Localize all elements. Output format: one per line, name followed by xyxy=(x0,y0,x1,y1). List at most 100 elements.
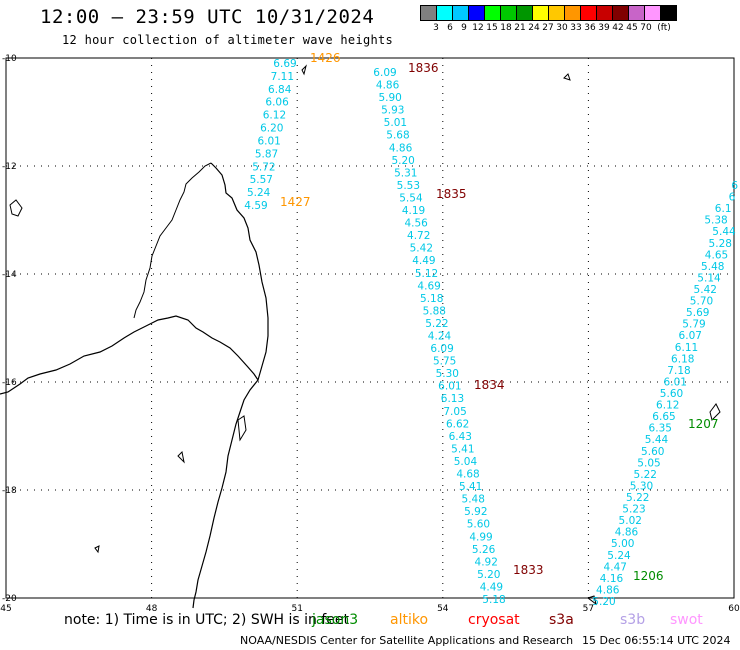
wave-height-value: 6.84 xyxy=(268,84,292,96)
wave-height-value: 5.48 xyxy=(701,261,724,273)
wave-height-value: 5.44 xyxy=(645,434,669,446)
pass-time-label: 1207 xyxy=(688,417,719,431)
wave-height-value: 6.13 xyxy=(441,393,464,405)
wave-height-value: 6.65 xyxy=(652,411,675,423)
wave-height-value: 5.60 xyxy=(641,446,664,458)
wave-height-value: 5.24 xyxy=(607,550,631,562)
wave-height-value: 4.68 xyxy=(456,469,479,481)
wave-height-value: 5.23 xyxy=(622,504,645,516)
satellite-legend-s3b: s3b xyxy=(620,612,646,628)
color-scale-unit: (ft) xyxy=(657,23,671,33)
wave-height-value: 6.09 xyxy=(373,67,396,79)
small-island xyxy=(301,64,307,76)
footer-credit: NOAA/NESDIS Center for Satellite Applica… xyxy=(240,634,574,647)
wave-height-value: 6 xyxy=(731,180,738,192)
wave-height-value: 6.12 xyxy=(656,400,679,412)
wave-height-value: 5.20 xyxy=(592,596,615,608)
wave-height-value: 5.70 xyxy=(690,296,713,308)
wave-height-value: 5.72 xyxy=(252,161,275,173)
wave-height-value: 4.49 xyxy=(412,255,435,267)
wave-height-value: 5.87 xyxy=(255,148,278,160)
color-scale-label: 39 xyxy=(598,23,610,33)
wave-height-value: 5.79 xyxy=(682,319,705,331)
wave-height-value: 6.06 xyxy=(265,97,289,109)
pass-time-label: 1426 xyxy=(310,51,341,65)
wave-height-value: 5.53 xyxy=(397,180,420,192)
color-scale-label: 21 xyxy=(514,23,526,33)
satellite-legend-swot: swot xyxy=(670,612,703,628)
wave-height-value: 6 xyxy=(729,192,736,204)
color-scale-label: 12 xyxy=(472,23,484,33)
small-island xyxy=(177,450,185,464)
longitude-tick-label: 54 xyxy=(437,604,449,614)
wave-height-value: 7.05 xyxy=(443,406,466,418)
wave-height-value: 5.14 xyxy=(697,272,721,284)
coastline xyxy=(0,64,721,609)
wave-height-value: 6.01 xyxy=(257,135,280,147)
wave-height-value: 4.86 xyxy=(376,80,400,92)
wave-height-value: 4.24 xyxy=(428,331,452,343)
page-title: 12:00 – 23:59 UTC 10/31/2024 xyxy=(40,6,375,28)
wave-height-value: 5.22 xyxy=(626,492,649,504)
wave-height-value: 6.35 xyxy=(649,423,672,435)
latitude-tick-label: -20 xyxy=(2,594,17,604)
wave-height-value: 4.86 xyxy=(615,527,639,539)
wave-height-value: 4.47 xyxy=(604,561,627,573)
wave-height-value: 5.68 xyxy=(386,130,409,142)
pass-time-label: 1206 xyxy=(633,569,664,583)
note-text: note: 1) Time is in UTC; 2) SWH is in fe… xyxy=(64,612,350,628)
wave-height-value: 7.11 xyxy=(271,71,294,83)
color-scale-label: 70 xyxy=(640,23,652,33)
map-grid xyxy=(5,57,735,599)
wave-height-value: 4.72 xyxy=(407,230,430,242)
wave-height-value: 5.26 xyxy=(472,544,496,556)
wave-height-value: 4.16 xyxy=(600,573,624,585)
wave-height-value: 4.86 xyxy=(596,584,620,596)
small-island xyxy=(586,595,597,606)
color-scale-label: 9 xyxy=(461,23,467,33)
altimeter-tracks: 6.697.116.846.066.126.206.015.875.725.57… xyxy=(244,51,738,608)
color-scale-label: 45 xyxy=(626,23,638,33)
wave-height-value: 5.04 xyxy=(454,456,478,468)
page-subtitle: 12 hour collection of altimeter wave hei… xyxy=(62,33,394,47)
wave-height-value: 5.38 xyxy=(704,215,727,227)
footer-timestamp: 15 Dec 06:55:14 UTC 2024 xyxy=(582,634,731,647)
color-scale-label: 6 xyxy=(447,23,453,33)
wave-height-value: 6.01 xyxy=(664,376,687,388)
wave-height-value: 6.09 xyxy=(430,343,453,355)
color-scale-label: 27 xyxy=(542,23,554,33)
wave-height-value: 5.00 xyxy=(611,538,634,550)
wave-height-value: 6.11 xyxy=(675,342,698,354)
wave-height-value: 5.28 xyxy=(709,238,732,250)
wave-height-value: 5.88 xyxy=(423,305,446,317)
longitude-tick-label: 51 xyxy=(291,604,302,614)
wave-height-value: 5.54 xyxy=(399,192,423,204)
small-island xyxy=(94,545,100,554)
color-scale-label: 24 xyxy=(528,23,540,33)
wave-height-value: 6.18 xyxy=(671,353,694,365)
color-scale: 3 6 9 12 15 18 21 24 27 30 33 36 39 42 45 70 (ft) xyxy=(420,5,677,33)
wave-height-value: 5.20 xyxy=(477,569,500,581)
wave-height-value: 5.18 xyxy=(482,594,505,606)
pass-time-label: 1834 xyxy=(474,378,505,392)
wave-height-value: 5.60 xyxy=(467,519,490,531)
satellite-legend-s3a: s3a xyxy=(549,612,574,628)
color-scale-swatches xyxy=(420,5,677,21)
madagascar-coastline xyxy=(0,162,269,609)
wave-height-value: 5.48 xyxy=(462,494,485,506)
wave-height-value: 5.92 xyxy=(464,506,487,518)
color-scale-label: 30 xyxy=(556,23,568,33)
wave-height-value: 4.65 xyxy=(705,249,728,261)
wave-height-value: 4.92 xyxy=(475,556,498,568)
wave-height-value: 5.41 xyxy=(451,443,474,455)
wave-height-value: 6.12 xyxy=(263,110,286,122)
wave-height-value: 6.43 xyxy=(449,431,472,443)
color-scale-label: 18 xyxy=(500,23,512,33)
color-scale-label: 15 xyxy=(486,23,498,33)
wave-height-value: 6.07 xyxy=(679,330,702,342)
wave-height-value: 4.59 xyxy=(244,200,267,212)
map-axes: 45 48 51 54 57 60 -10 -12 -14 -16 -18 -20 xyxy=(0,54,740,614)
latitude-tick-label: -18 xyxy=(2,486,17,496)
color-scale-label: 33 xyxy=(570,23,582,33)
